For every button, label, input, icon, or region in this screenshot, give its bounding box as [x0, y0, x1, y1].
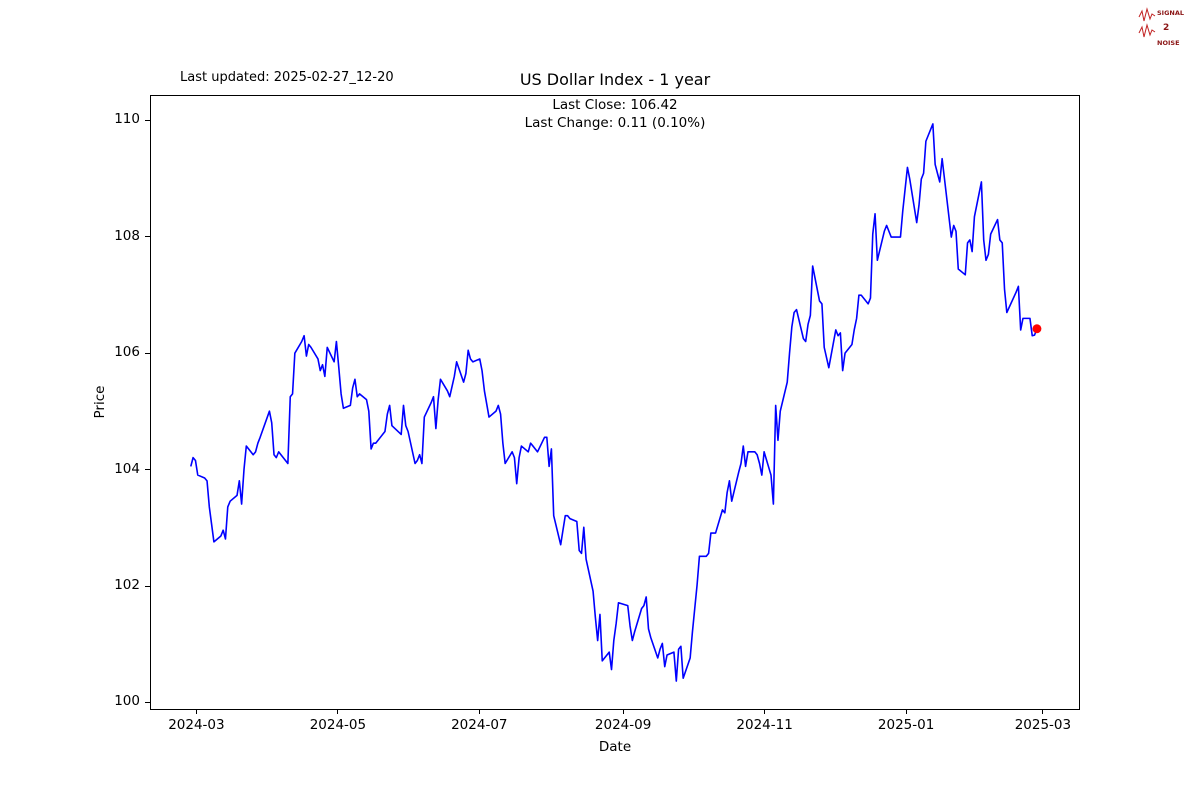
logo-text-2: 2	[1163, 23, 1169, 33]
y-tick-mark	[145, 469, 150, 470]
last-close-text: Last Close: 106.42	[552, 97, 678, 113]
x-tick-mark	[764, 710, 766, 714]
x-tick-mark	[195, 710, 197, 714]
x-tick-label: 2024-07	[451, 717, 508, 733]
x-tick-mark	[905, 710, 907, 714]
x-tick-mark	[622, 710, 624, 714]
last-change-text: Last Change: 0.11 (0.10%)	[524, 114, 706, 131]
waveform-icon: SIGNAL 2 NOISE	[1138, 7, 1184, 47]
last-close-annotation: Last Close: 106.42 Last Change: 0.11 (0.…	[150, 97, 1080, 133]
last-updated-text: Last updated: 2025-02-27_12-20	[180, 70, 394, 85]
y-tick-mark	[145, 352, 150, 354]
x-tick-label: 2024-03	[168, 717, 225, 733]
y-tick-mark	[145, 119, 150, 121]
y-tick-label: 106	[114, 344, 140, 360]
y-tick-label: 108	[114, 227, 140, 244]
x-tick-label: 2024-05	[309, 717, 367, 733]
price-line	[190, 123, 1038, 682]
chart-title: US Dollar Index - 1 year	[519, 70, 711, 89]
y-tick-label: 104	[114, 460, 140, 477]
signal2noise-logo: SIGNAL 2 NOISE	[1138, 4, 1192, 50]
x-tick-mark	[1042, 710, 1044, 714]
x-tick-mark	[337, 710, 339, 714]
y-tick-mark	[145, 585, 150, 587]
x-tick-label: 2024-11	[736, 717, 793, 733]
x-tick-label: 2025-01	[877, 717, 935, 733]
logo-text-noise: NOISE	[1157, 39, 1180, 47]
last-price-marker	[1032, 324, 1042, 334]
y-tick-label: 100	[114, 693, 140, 710]
x-axis-label: Date	[598, 739, 632, 755]
logo-text-signal: SIGNAL	[1157, 9, 1184, 17]
x-tick-label: 2025-03	[1014, 717, 1072, 733]
y-tick-label: 102	[114, 577, 140, 593]
x-tick-label: 2024-09	[594, 717, 652, 733]
y-tick-mark	[145, 701, 150, 703]
price-line-chart	[190, 123, 1042, 682]
y-tick-mark	[145, 236, 150, 237]
y-tick-label: 110	[114, 111, 140, 127]
y-axis-label: Price	[92, 385, 108, 419]
x-tick-mark	[478, 710, 480, 714]
plot-area	[150, 95, 1080, 710]
